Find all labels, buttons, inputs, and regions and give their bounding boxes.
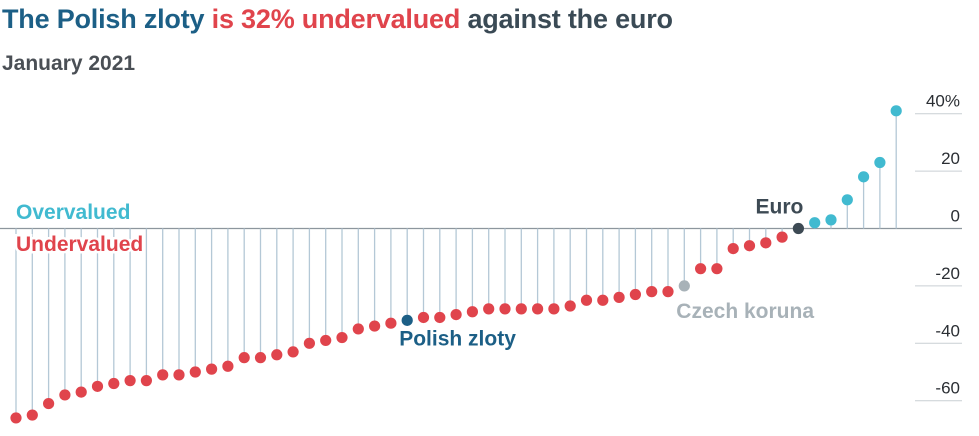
data-point-euro [792,222,805,235]
data-point [825,214,837,226]
data-point [124,375,136,387]
data-point [417,311,430,324]
data-point [760,237,772,249]
title-part-currency: The Polish zloty [2,4,205,34]
data-point [711,263,723,275]
y-tick-label: 0 [951,207,960,226]
label-polish-zloty: Polish zloty [399,327,516,350]
data-point [629,288,642,301]
y-tick-label: -40 [935,321,960,340]
data-point [548,303,560,315]
data-point [890,105,902,117]
title-part-valuation: is 32% undervalued [211,4,461,34]
data-point [336,331,348,344]
data-point [43,397,55,410]
data-point [59,389,71,401]
data-point [140,375,152,387]
data-point [727,242,739,255]
data-point [695,263,707,275]
data-point [564,300,576,312]
data-point [189,366,201,378]
data-point [352,323,364,335]
label-czech-koruna: Czech koruna [676,300,814,323]
chart-subtitle: January 2021 [2,52,136,75]
data-point [483,303,495,315]
data-point [26,409,38,421]
data-point [271,349,283,361]
data-point [222,360,234,372]
data-point [91,380,104,392]
data-point [254,352,267,364]
chart-title: The Polish zloty is 32% undervalued agai… [2,4,673,35]
data-point-czech-koruna [678,280,690,292]
y-tick-label: 40% [926,92,960,111]
data-point [580,294,593,306]
data-point [173,369,185,381]
y-tick-label: -60 [935,379,960,398]
data-point [206,363,218,375]
data-point [613,291,625,303]
data-point [515,303,527,315]
title-part-euro: against the euro [467,4,673,34]
data-point [238,352,250,364]
data-point [662,286,674,298]
data-point [320,334,332,347]
data-point [450,309,462,321]
legend-overvalued: Overvalued [16,201,130,224]
data-point [287,346,299,358]
y-tick-label: -20 [935,264,960,283]
data-point [841,194,853,206]
data-point [532,303,544,315]
data-point [874,156,886,169]
data-point [776,231,788,243]
data-point [108,377,120,390]
data-point [499,303,511,315]
data-point [646,286,658,298]
data-point [858,171,870,183]
data-point [385,317,397,329]
data-point [303,337,315,349]
data-point [369,320,381,332]
data-point [75,386,87,398]
data-point [434,311,446,324]
data-point [743,240,756,252]
data-point [10,412,22,424]
data-point [466,306,478,318]
data-point [597,294,609,306]
legend-undervalued: Undervalued [16,233,143,256]
data-point [809,217,821,229]
label-euro: Euro [756,196,804,219]
data-point [157,369,169,381]
y-tick-label: 20 [941,149,960,168]
data-point-polish-zloty [401,314,413,326]
